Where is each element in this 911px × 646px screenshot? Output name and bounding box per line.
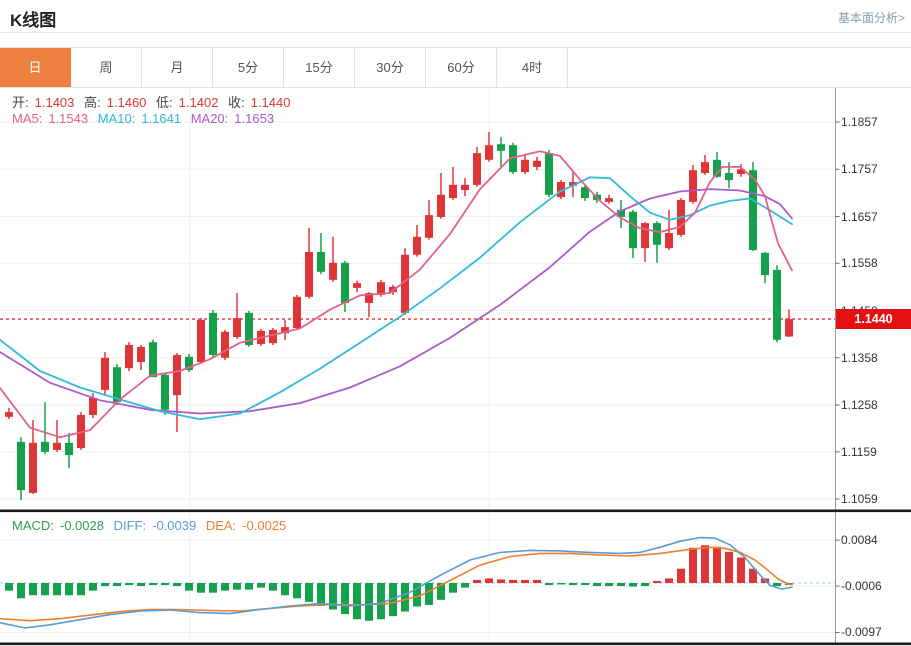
price-tick-1.1258: 1.1258 [841,398,878,413]
dea-value: -0.0025 [242,518,287,533]
ma-legend: MA5: 1.1543 MA10: 1.1641 MA20: 1.1653 [12,111,280,126]
close-label: 收: [228,95,245,110]
macd-legend: MACD: -0.0028 DIFF: -0.0039 DEA: -0.0025 [12,518,292,533]
interval-tabbar: 日周月 5分 15分 30分 60分 4时 [0,47,911,88]
price-tick-1.1159: 1.1159 [841,444,877,459]
tab-5分[interactable]: 5分 [213,48,284,87]
close-value: 1.1440 [250,95,291,110]
macd-tick--0.0006: -0.0006 [841,579,882,594]
open-value: 1.1403 [34,95,75,110]
tab-周[interactable]: 周 [71,48,142,87]
macd-tick--0.0097: -0.0097 [841,625,882,640]
low-value: 1.1402 [178,95,219,110]
macd-value: -0.0028 [59,518,104,533]
ma20-label: MA20: [190,111,229,126]
open-label: 开: [12,95,29,110]
header-divider [0,32,911,33]
tab-60分[interactable]: 60分 [426,48,497,87]
price-tick-1.1657: 1.1657 [841,209,878,224]
diff-value: -0.0039 [152,518,197,533]
fundamental-analysis-link[interactable]: 基本面分析> [837,11,905,25]
ma10-label: MA10: [97,111,136,126]
tab-30分[interactable]: 30分 [355,48,426,87]
tab-4时[interactable]: 4时 [497,48,568,87]
ma10-value: 1.1641 [141,111,182,126]
price-tick-1.1059: 1.1059 [841,492,878,507]
page-title: K线图 [10,11,57,30]
price-tick-1.1358: 1.1358 [841,350,878,365]
tab-月[interactable]: 月 [142,48,213,87]
last-price-badge: 1.1440 [836,309,911,329]
ma5-label: MA5: [12,111,43,126]
ohlc-legend: 开: 1.1403 高: 1.1460 低: 1.1402 收: 1.1440 [12,92,296,111]
ma5-value: 1.1543 [48,111,89,126]
ma20-value: 1.1653 [234,111,275,126]
tab-15分[interactable]: 15分 [284,48,355,87]
price-tick-1.1558: 1.1558 [841,256,878,271]
macd-tick-0.0084: 0.0084 [841,533,878,548]
low-label: 低: [156,95,173,110]
tab-日[interactable]: 日 [0,48,71,87]
diff-label: DIFF: [113,518,147,533]
dea-label: DEA: [205,518,237,533]
high-value: 1.1460 [106,95,147,110]
macd-label: MACD: [12,518,54,533]
high-label: 高: [84,95,101,110]
price-tick-1.1857: 1.1857 [841,115,878,129]
price-tick-1.1757: 1.1757 [841,162,878,177]
